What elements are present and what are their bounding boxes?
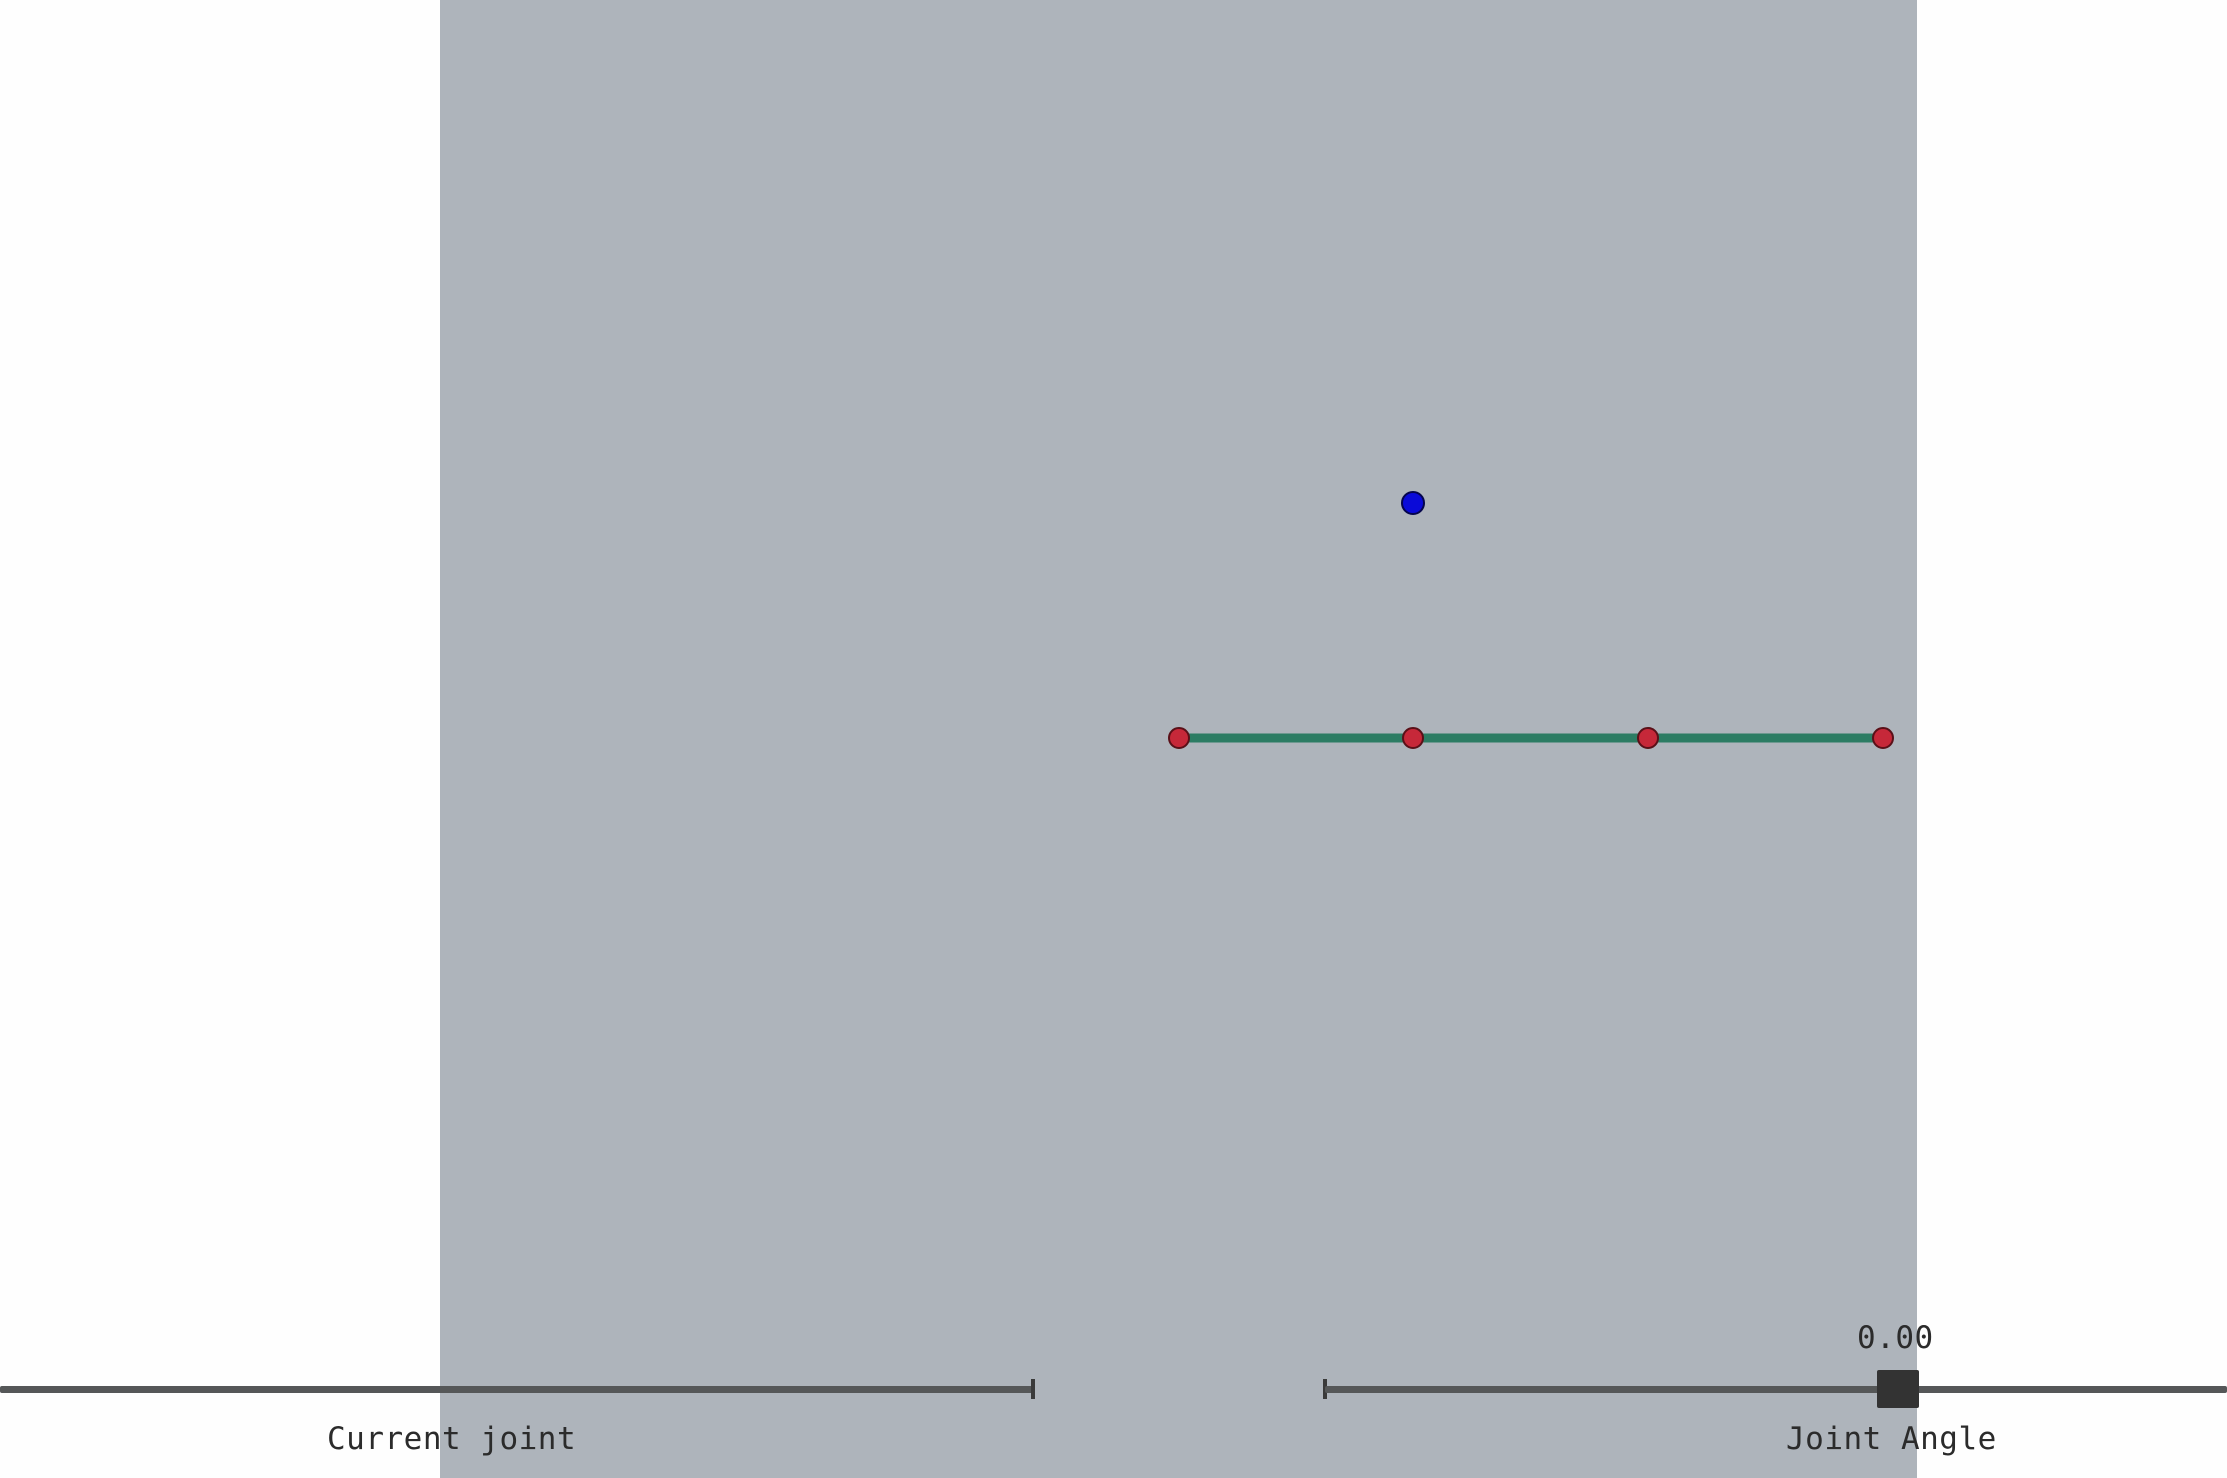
joint-angle-slider-thumb[interactable] — [1877, 1370, 1919, 1408]
current-joint-slider-end — [1031, 1379, 1035, 1399]
end-effector — [1872, 727, 1894, 749]
joint-2 — [1637, 727, 1659, 749]
joint-angle-value: 0.00 — [1857, 1320, 1934, 1356]
joint-base — [1168, 727, 1190, 749]
joint-angle-slider-track[interactable] — [1325, 1386, 2227, 1393]
joint-1 — [1402, 727, 1424, 749]
current-joint-slider-track[interactable] — [0, 1386, 1034, 1393]
target-point[interactable] — [1401, 491, 1425, 515]
current-joint-label: Current joint — [327, 1421, 577, 1457]
joint-angle-label: Joint Angle — [1786, 1421, 1997, 1457]
